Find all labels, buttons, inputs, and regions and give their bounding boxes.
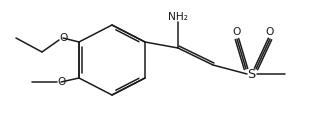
Text: S: S bbox=[247, 68, 255, 81]
Text: O: O bbox=[266, 27, 274, 37]
Text: NH₂: NH₂ bbox=[168, 12, 188, 22]
Text: O: O bbox=[60, 33, 68, 43]
Text: O: O bbox=[58, 77, 66, 87]
Text: O: O bbox=[233, 27, 241, 37]
